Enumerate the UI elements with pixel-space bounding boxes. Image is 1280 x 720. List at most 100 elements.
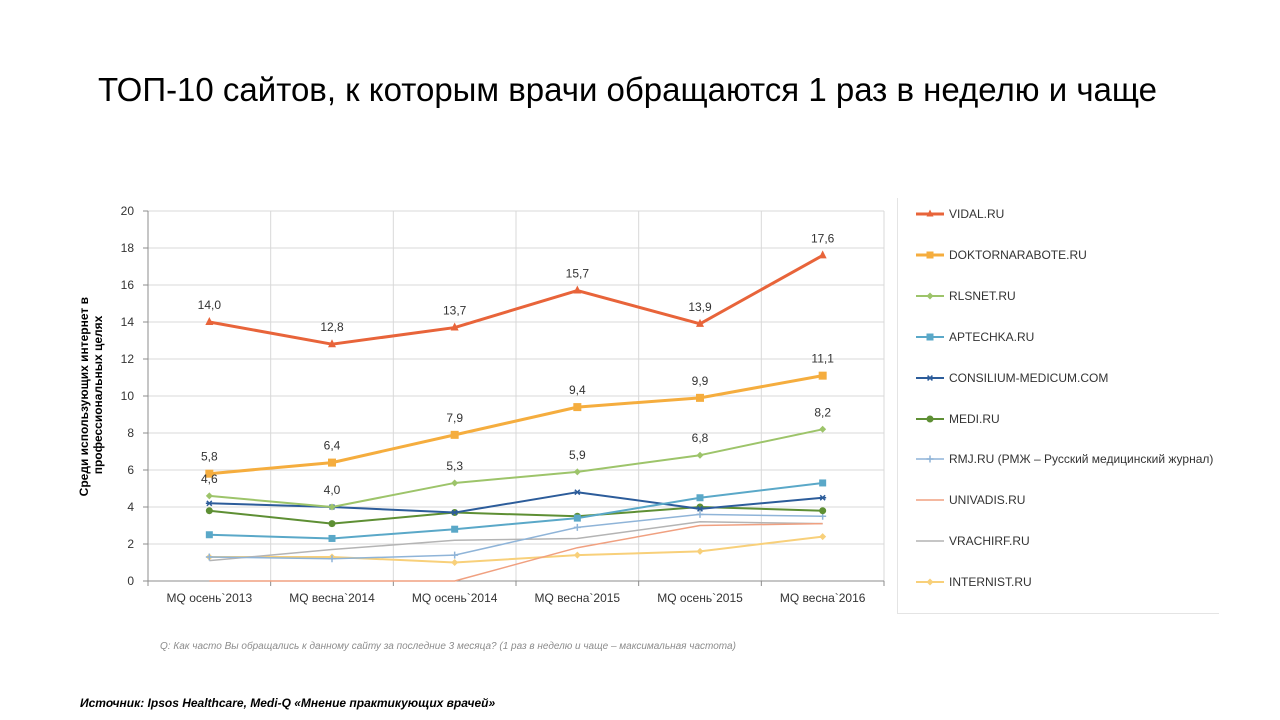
data-point xyxy=(205,500,213,507)
y-axis-title-line-2: профессиональных целях xyxy=(91,315,105,474)
data-point xyxy=(450,430,459,439)
data-point xyxy=(819,479,827,487)
data-point xyxy=(818,250,827,259)
series-line xyxy=(209,522,823,582)
data-label: 13,9 xyxy=(688,300,712,314)
data-point xyxy=(926,333,934,341)
data-point xyxy=(205,553,213,561)
data-label: 4,0 xyxy=(324,483,341,497)
legend-marker xyxy=(916,292,944,300)
data-point xyxy=(328,555,336,563)
data-point xyxy=(205,492,213,500)
legend-item: VIDAL.RU xyxy=(914,206,1214,223)
data-point xyxy=(573,285,582,294)
legend-item: DOKTORNARABOTE.RU xyxy=(914,247,1214,264)
data-point xyxy=(451,479,459,487)
series-internist-ru xyxy=(205,533,827,566)
data-label: 4,6 xyxy=(201,472,218,486)
data-point xyxy=(328,520,336,528)
legend-item: VRACHIRF.RU xyxy=(914,533,1214,550)
data-label: 9,9 xyxy=(692,374,709,388)
series-univadis-ru xyxy=(209,522,823,582)
data-label: 6,4 xyxy=(324,439,341,453)
y-tick-label: 8 xyxy=(127,426,134,440)
survey-question: Q: Как часто Вы обращались к данному сай… xyxy=(160,641,736,652)
data-point xyxy=(573,514,581,522)
data-point xyxy=(819,494,827,501)
data-point xyxy=(573,403,582,412)
legend-marker xyxy=(916,333,944,341)
data-point xyxy=(328,534,336,542)
series-line xyxy=(209,254,824,346)
data-label: 8,2 xyxy=(814,405,831,419)
data-label: 11,1 xyxy=(811,352,834,366)
series-rlsnet-ru xyxy=(205,425,827,511)
data-label: 14,0 xyxy=(198,298,222,312)
y-tick-label: 20 xyxy=(121,204,135,218)
data-point xyxy=(696,494,704,502)
legend-marker xyxy=(916,455,944,463)
data-label: 9,4 xyxy=(569,383,586,397)
legend-marker xyxy=(916,209,944,217)
series-rmj-ru xyxy=(205,510,827,563)
data-point xyxy=(451,559,459,566)
legend-label: RMJ.RU (РМЖ – Русский медицинский журнал… xyxy=(949,452,1214,467)
data-label: 17,6 xyxy=(811,231,835,245)
y-axis-title: Среди использующих интернет в профессион… xyxy=(77,294,105,497)
legend-item: INTERNIST.RU xyxy=(914,574,1214,591)
data-point xyxy=(818,371,827,380)
legend-label: UNIVADIS.RU xyxy=(949,493,1026,508)
legend-label: MEDI.RU xyxy=(949,411,1000,426)
data-point xyxy=(696,318,704,327)
data-label: 7,9 xyxy=(446,411,463,425)
y-tick-label: 0 xyxy=(127,574,134,588)
data-point xyxy=(573,523,581,531)
data-label: 5,3 xyxy=(446,459,463,473)
data-point xyxy=(451,525,459,533)
axes: 0 2 4 6 8 10 12 14 16 18 20 MQ осень`2013 MQ весна`2… xyxy=(121,204,885,605)
data-point xyxy=(926,455,934,463)
x-tick-label: MQ весна`2016 xyxy=(780,591,866,605)
data-point xyxy=(328,503,336,511)
gridlines xyxy=(147,210,885,581)
x-tick-label: MQ осень`2013 xyxy=(167,591,253,605)
data-label: 12,8 xyxy=(320,320,344,334)
data-point xyxy=(451,509,459,516)
y-tick-label: 14 xyxy=(121,315,135,329)
legend-item: RLSNET.RU xyxy=(914,288,1214,305)
series-line xyxy=(209,374,823,476)
series-line xyxy=(209,491,823,514)
legend-label: RLSNET.RU xyxy=(949,288,1016,303)
y-tick-label: 10 xyxy=(121,389,135,403)
y-tick-label: 12 xyxy=(121,352,135,366)
legend-label: APTECHKA.RU xyxy=(949,329,1035,344)
legend-item: CONSILIUM-MEDICUM.COM xyxy=(914,370,1214,387)
legend-marker xyxy=(916,374,944,381)
legend-label: INTERNIST.RU xyxy=(949,575,1032,590)
series-aptechka-ru xyxy=(205,479,827,542)
x-tick-label: MQ весна`2014 xyxy=(289,591,375,605)
data-point xyxy=(205,317,214,325)
data-point xyxy=(696,393,704,402)
data-point xyxy=(573,468,581,476)
legend-item: MEDI.RU xyxy=(914,411,1214,428)
x-tick-label: MQ весна`2015 xyxy=(535,591,621,605)
series-line xyxy=(209,428,823,508)
slide-title: ТОП-10 сайтов, к которым врачи обращаютс… xyxy=(98,71,1157,108)
data-point xyxy=(328,458,336,467)
data-point xyxy=(573,489,581,496)
series-vrachirf-ru xyxy=(209,521,823,562)
y-axis-title-line-1: Среди использующих интернет в xyxy=(77,297,91,496)
data-point xyxy=(819,533,827,541)
legend-label: DOKTORNARABOTE.RU xyxy=(949,247,1087,262)
series-line xyxy=(209,481,823,540)
x-tick-label: MQ осень`2014 xyxy=(412,591,498,605)
series-layer xyxy=(205,250,827,582)
data-point xyxy=(926,415,934,422)
legend-label: CONSILIUM-MEDICUM.COM xyxy=(949,370,1109,385)
data-label: 5,8 xyxy=(201,450,218,464)
data-point xyxy=(696,547,704,555)
data-point xyxy=(328,339,336,348)
series-doktornarabote-ru xyxy=(205,371,827,478)
